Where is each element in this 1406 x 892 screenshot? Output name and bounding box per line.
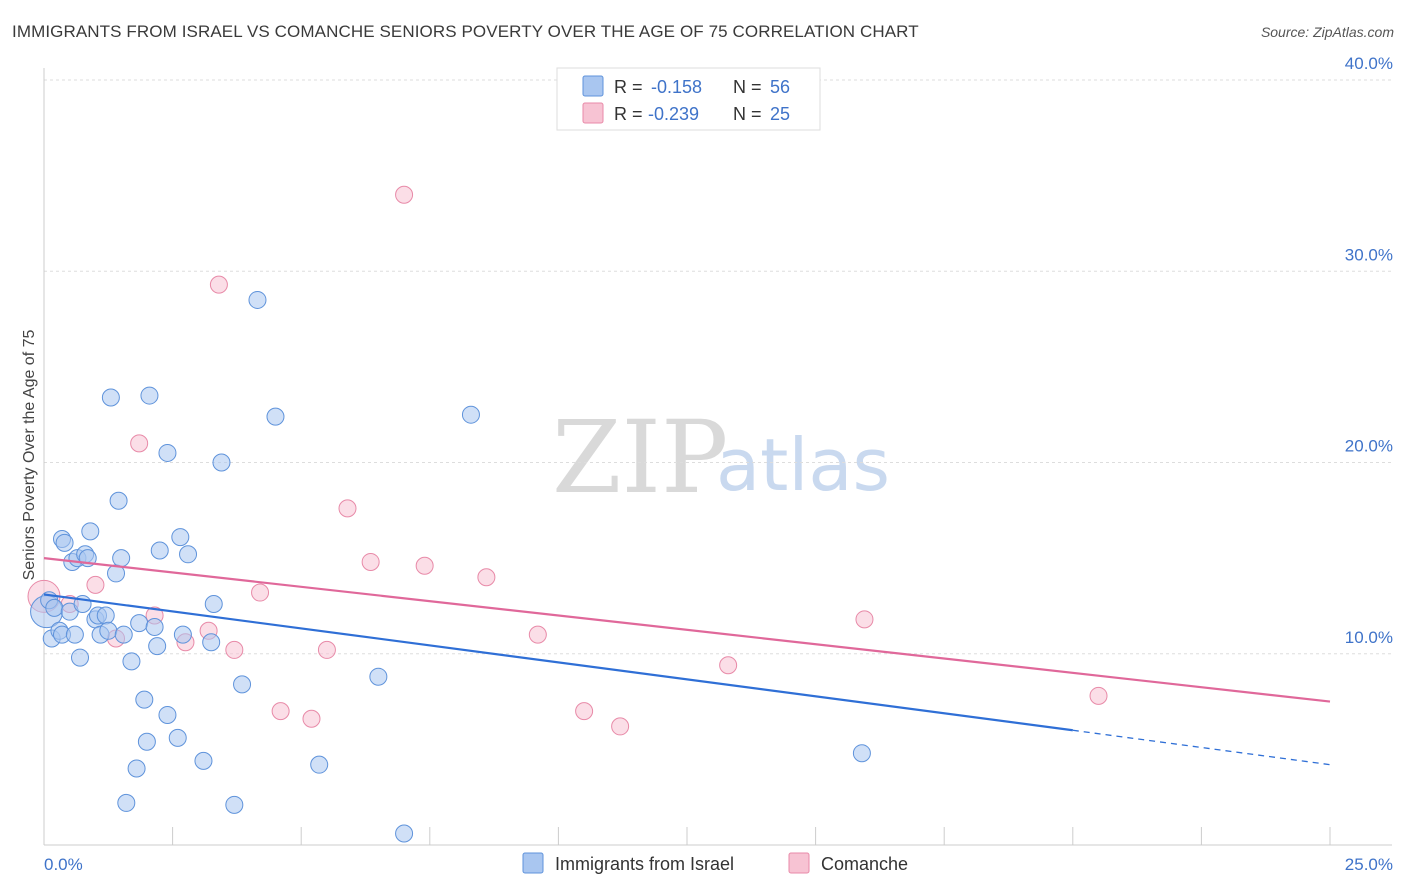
bottom-legend-swatch-comanche bbox=[788, 852, 810, 874]
y-tick-label: 40.0% bbox=[1345, 54, 1393, 73]
y-tick-label: 20.0% bbox=[1345, 437, 1393, 456]
x-tick-label-min: 0.0% bbox=[44, 855, 83, 874]
israel-point bbox=[145, 617, 164, 636]
y-tick-labels: 10.0% 20.0% 30.0% 40.0% bbox=[1345, 54, 1393, 647]
israel-point bbox=[71, 648, 90, 667]
israel-point bbox=[225, 795, 244, 814]
comanche-point bbox=[528, 625, 547, 644]
israel-point bbox=[55, 533, 74, 552]
israel-point bbox=[127, 759, 146, 778]
legend-r-value-israel: -0.158 bbox=[651, 77, 702, 97]
comanche-point bbox=[415, 556, 434, 575]
israel-point bbox=[171, 528, 190, 547]
source-credit: Source: ZipAtlas.com bbox=[1260, 24, 1394, 40]
israel-point bbox=[395, 824, 414, 843]
bottom-legend-label-comanche: Comanche bbox=[821, 854, 908, 874]
comanche-point bbox=[251, 583, 270, 602]
comanche-point bbox=[86, 575, 105, 594]
israel-point bbox=[130, 614, 149, 633]
y-tick-label: 10.0% bbox=[1345, 628, 1393, 647]
comanche-point bbox=[271, 702, 290, 721]
israel-point bbox=[266, 407, 285, 426]
israel-point bbox=[168, 728, 187, 747]
legend-n-value-israel: 56 bbox=[770, 77, 790, 97]
israel-point bbox=[137, 732, 156, 751]
legend-n-label-israel: N = bbox=[733, 77, 762, 97]
watermark-atlas: atlas bbox=[716, 423, 890, 507]
legend-r-label-comanche: R = bbox=[614, 104, 643, 124]
comanche-point bbox=[338, 499, 357, 518]
israel-point bbox=[158, 443, 177, 462]
comanche-point bbox=[361, 552, 380, 571]
israel-trend-line bbox=[43, 593, 1073, 732]
israel-point bbox=[114, 625, 133, 644]
comanche-point bbox=[611, 717, 630, 736]
israel-point bbox=[158, 705, 177, 724]
comanche-point bbox=[1089, 686, 1108, 705]
israel-point bbox=[202, 633, 221, 652]
watermark: ZIP atlas bbox=[552, 399, 890, 516]
israel-point bbox=[852, 744, 871, 763]
x-axis-ticks bbox=[172, 827, 1331, 845]
legend-n-label-comanche: N = bbox=[733, 104, 762, 124]
gridlines bbox=[44, 79, 1392, 655]
israel-point bbox=[122, 652, 141, 671]
comanche-point bbox=[130, 434, 149, 453]
trend-lines bbox=[43, 557, 1331, 766]
israel-point bbox=[310, 755, 329, 774]
israel-point bbox=[101, 388, 120, 407]
comanche-point bbox=[225, 640, 244, 659]
comanche-point bbox=[575, 702, 594, 721]
comanche-point bbox=[719, 656, 738, 675]
israel-point bbox=[140, 386, 159, 405]
y-tick-label: 30.0% bbox=[1345, 245, 1393, 264]
y-axis-label: Seniors Poverty Over the Age of 75 bbox=[21, 330, 38, 581]
comanche-point bbox=[855, 610, 874, 629]
israel-point bbox=[81, 522, 100, 541]
israel-point bbox=[135, 690, 154, 709]
comanche-point bbox=[302, 709, 321, 728]
legend-swatch-israel bbox=[582, 75, 604, 97]
watermark-zip: ZIP bbox=[552, 399, 728, 516]
israel-point bbox=[65, 625, 84, 644]
comanche-point bbox=[477, 568, 496, 587]
israel-trend-line-extrapolated bbox=[1072, 729, 1331, 766]
comanche-point bbox=[395, 185, 414, 204]
israel-point bbox=[109, 491, 128, 510]
israel-point bbox=[194, 751, 213, 770]
israel-point bbox=[248, 290, 267, 309]
bottom-legend-label-israel: Immigrants from Israel bbox=[555, 854, 734, 874]
bottom-legend-swatch-israel bbox=[522, 852, 544, 874]
x-tick-label-max: 25.0% bbox=[1345, 855, 1393, 874]
legend-swatch-comanche bbox=[582, 102, 604, 124]
legend-r-label-israel: R = bbox=[614, 77, 643, 97]
comanche-point bbox=[317, 640, 336, 659]
correlation-legend: R = -0.158 N = 56 R = -0.239 N = 25 bbox=[556, 67, 821, 131]
israel-point bbox=[45, 598, 64, 617]
israel-point bbox=[204, 595, 223, 614]
israel-point bbox=[96, 606, 115, 625]
israel-point bbox=[173, 625, 192, 644]
israel-point bbox=[150, 541, 169, 560]
comanche-trend-line bbox=[43, 557, 1331, 703]
israel-point bbox=[112, 549, 131, 568]
chart-title: IMMIGRANTS FROM ISRAEL VS COMANCHE SENIO… bbox=[12, 22, 919, 41]
comanche-point bbox=[209, 275, 228, 294]
israel-point bbox=[179, 545, 198, 564]
israel-point bbox=[369, 667, 388, 686]
israel-point bbox=[99, 621, 118, 640]
legend-n-value-comanche: 25 bbox=[770, 104, 790, 124]
israel-point bbox=[117, 793, 136, 812]
israel-point bbox=[212, 453, 231, 472]
series-legend: Immigrants from Israel Comanche bbox=[522, 852, 908, 874]
legend-r-value-comanche: -0.239 bbox=[648, 104, 699, 124]
israel-points bbox=[30, 290, 871, 843]
israel-point bbox=[148, 637, 167, 656]
israel-point bbox=[461, 405, 480, 424]
israel-point bbox=[233, 675, 252, 694]
